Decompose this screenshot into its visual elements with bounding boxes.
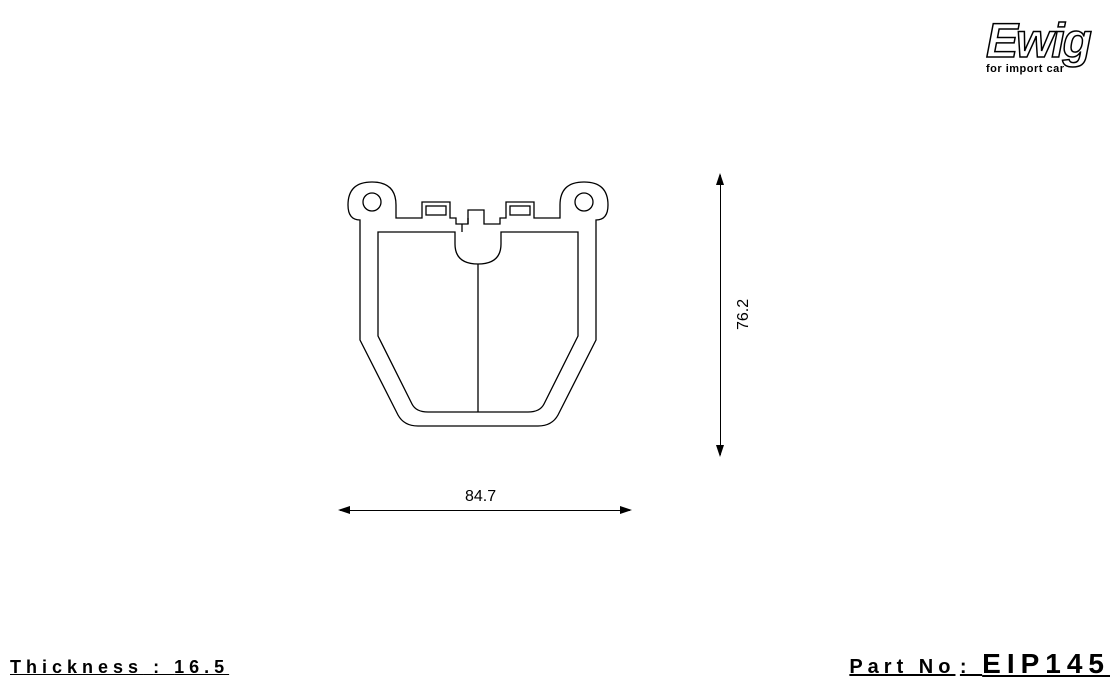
thickness-key: Thickness [10,657,143,677]
pad-outline-svg [330,160,630,450]
dim-width-line [340,510,630,511]
dim-height-line [720,175,721,455]
arrow-left-icon [338,506,350,514]
dim-width-label: 84.7 [465,488,496,506]
brand-logo: Ewig for import car [986,20,1090,75]
dim-height-label: 76.2 [735,299,753,330]
brake-pad-drawing [330,160,670,500]
thickness-value: 16.5 [174,657,229,677]
colon: : [960,656,982,678]
colon: : [153,657,174,677]
part-number: Part No : EIP145 [849,648,1110,680]
arrow-down-icon [716,445,724,457]
thickness-label: Thickness : 16.5 [10,657,229,678]
arrow-up-icon [716,173,724,185]
logo-text: Ewig [986,20,1090,63]
partno-value: EIP145 [982,648,1110,679]
partno-key: Part No [849,656,955,678]
footer-bar: Thickness : 16.5 Part No : EIP145 [10,648,1110,680]
arrow-right-icon [620,506,632,514]
